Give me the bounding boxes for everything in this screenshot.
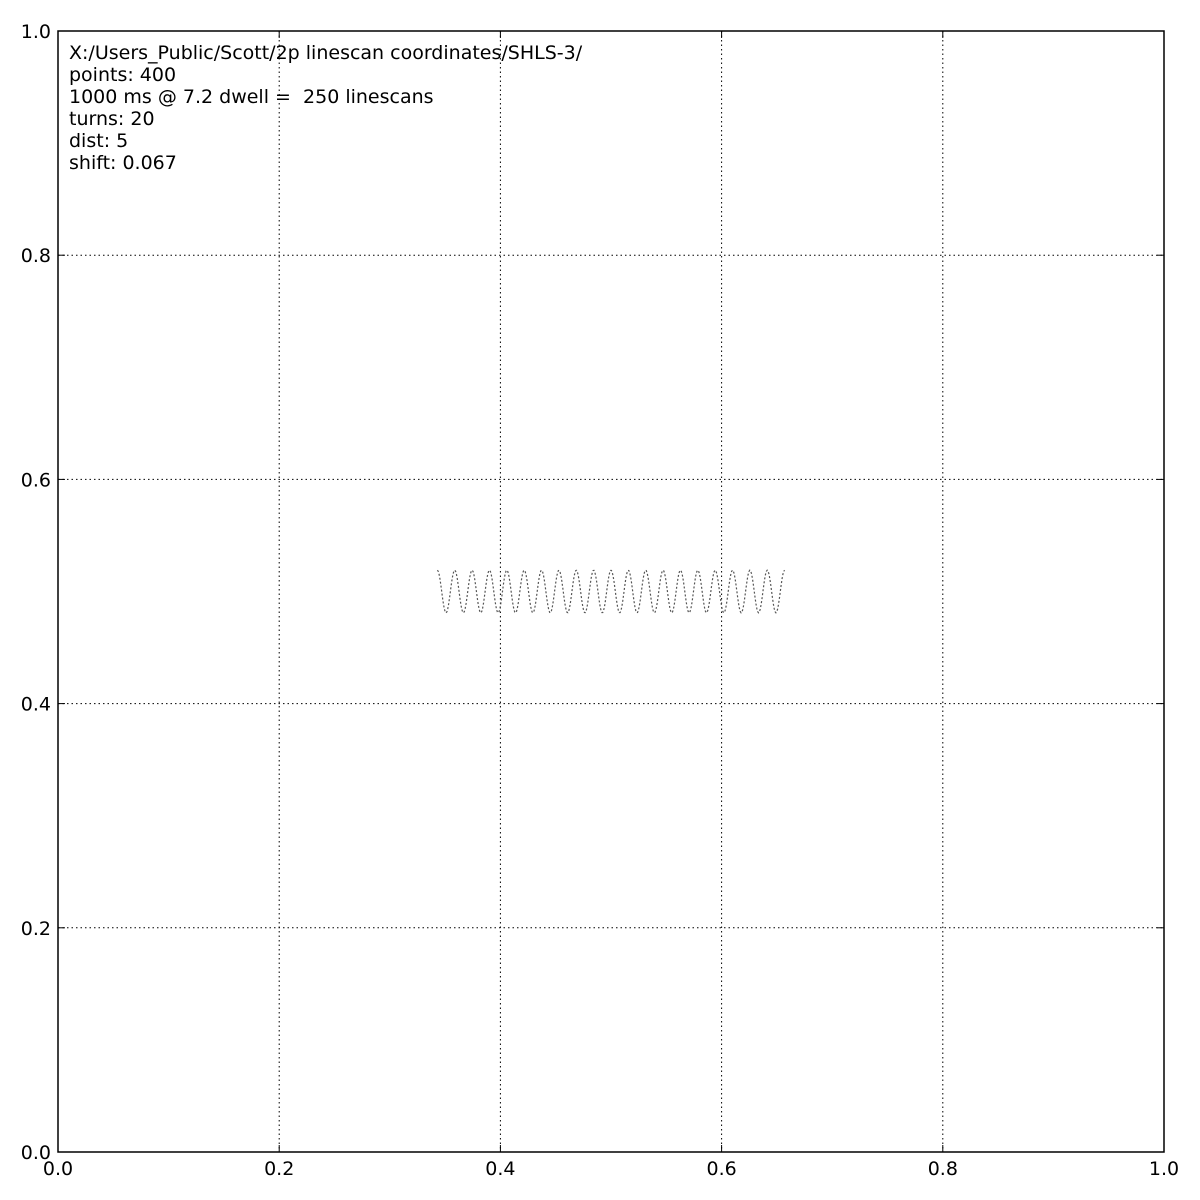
annotation-line: dist: 5: [69, 130, 128, 152]
trace: [436, 569, 786, 614]
grid: [58, 31, 1164, 1152]
annotation-line: turns: 20: [69, 108, 155, 130]
x-tick-label: 0.0: [43, 1158, 73, 1180]
axes-frame: [57, 30, 1165, 1153]
annotation-line: 1000 ms @ 7.2 dwell = 250 linescans: [69, 86, 434, 108]
y-tick-label: 0.4: [21, 694, 51, 716]
y-tick-label: 0.2: [21, 918, 51, 940]
y-tick-label: 0.6: [21, 469, 51, 491]
x-tick-label: 1.0: [1149, 1158, 1179, 1180]
linescan-trace: [436, 569, 786, 614]
y-tick-labels: 0.0 0.2 0.4 0.6 0.8 1.0: [21, 21, 51, 1164]
annotation-block: X:/Users_Public/Scott/2p linescan coordi…: [69, 42, 583, 174]
x-tick-label: 0.8: [928, 1158, 958, 1180]
y-tick-label: 1.0: [21, 21, 51, 43]
x-tick-labels: 0.0 0.2 0.4 0.6 0.8 1.0: [43, 1158, 1179, 1180]
x-tick-label: 0.2: [264, 1158, 294, 1180]
y-tick-label: 0.8: [21, 245, 51, 267]
x-tick-label: 0.4: [485, 1158, 515, 1180]
annotation-line: X:/Users_Public/Scott/2p linescan coordi…: [69, 42, 583, 64]
annotation-line: points: 400: [69, 64, 176, 86]
x-tick-label: 0.6: [706, 1158, 736, 1180]
ticks: [57, 30, 1165, 1153]
annotation-line: shift: 0.067: [69, 152, 177, 174]
y-tick-label: 0.0: [21, 1142, 51, 1164]
